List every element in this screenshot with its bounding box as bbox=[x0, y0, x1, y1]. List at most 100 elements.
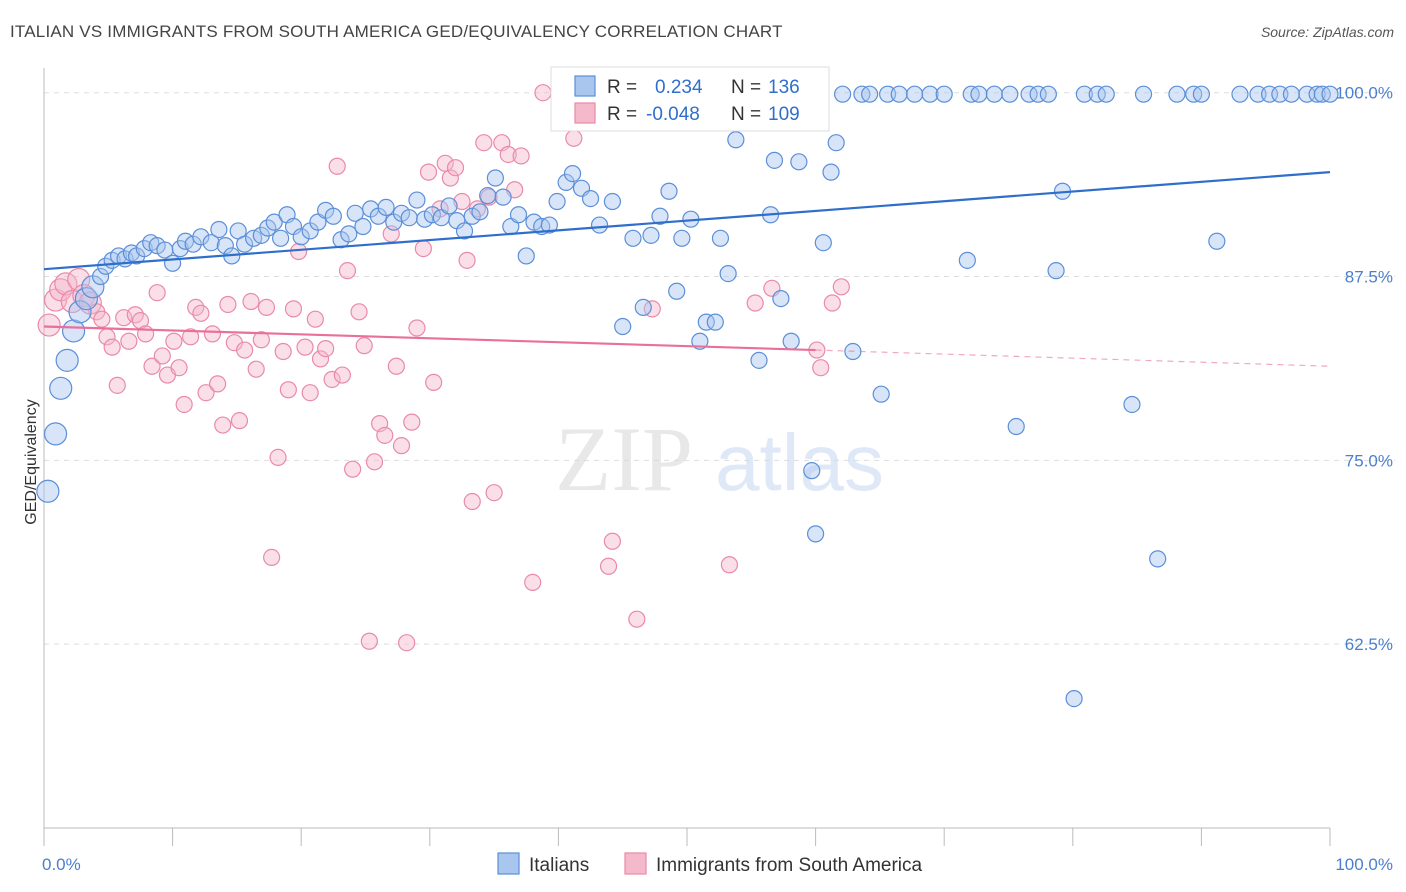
data-point bbox=[259, 219, 277, 237]
data-point bbox=[209, 375, 227, 393]
data-point bbox=[37, 313, 61, 337]
data-point bbox=[642, 226, 660, 244]
data-point bbox=[512, 147, 530, 165]
data-point bbox=[958, 251, 976, 269]
data-point bbox=[346, 204, 364, 222]
data-point bbox=[400, 209, 418, 227]
data-point bbox=[252, 331, 270, 349]
data-point bbox=[203, 325, 222, 343]
data-point bbox=[1123, 395, 1141, 414]
data-point bbox=[440, 197, 458, 215]
data-point bbox=[668, 282, 686, 300]
bottom-legend-label-immigrants: Immigrants from South America bbox=[656, 855, 923, 876]
data-point bbox=[581, 189, 600, 208]
data-point bbox=[660, 182, 678, 200]
data-point bbox=[803, 462, 821, 480]
legend-n-label-1: N = bbox=[731, 77, 761, 98]
data-point bbox=[202, 234, 220, 252]
y-tick-label: 62.5% bbox=[1345, 635, 1393, 654]
data-point bbox=[376, 426, 394, 444]
data-point bbox=[540, 216, 558, 234]
data-point bbox=[603, 532, 622, 550]
data-point bbox=[338, 262, 357, 280]
data-point bbox=[274, 342, 292, 361]
data-point bbox=[68, 300, 92, 324]
data-point bbox=[1075, 85, 1093, 103]
data-point bbox=[61, 319, 86, 343]
data-point bbox=[317, 339, 335, 358]
data-point bbox=[55, 348, 79, 372]
legend-n-label-2: N = bbox=[731, 104, 761, 125]
data-point bbox=[935, 85, 953, 103]
data-point bbox=[120, 332, 138, 350]
data-point bbox=[360, 632, 378, 650]
data-point bbox=[301, 384, 319, 402]
data-point bbox=[1192, 85, 1211, 103]
data-point bbox=[1065, 689, 1083, 708]
data-point bbox=[91, 267, 110, 286]
bottom-legend: Italians Immigrants from South America bbox=[497, 852, 923, 876]
data-point bbox=[1208, 232, 1226, 250]
data-point bbox=[1047, 262, 1065, 280]
data-point bbox=[517, 247, 535, 265]
trendline-immigrants bbox=[43, 325, 816, 352]
data-point bbox=[719, 264, 737, 283]
data-point bbox=[720, 556, 739, 574]
source-label: Source: ZipAtlas.com bbox=[1260, 24, 1394, 40]
data-point bbox=[350, 303, 368, 321]
data-point bbox=[43, 422, 68, 446]
data-point bbox=[247, 360, 265, 378]
data-point bbox=[398, 634, 416, 652]
data-point bbox=[340, 225, 358, 243]
data-point bbox=[242, 292, 260, 311]
data-point bbox=[765, 151, 784, 169]
data-point bbox=[499, 145, 517, 164]
x-tick-label: 100.0% bbox=[1335, 855, 1393, 874]
legend-swatch-italians bbox=[574, 75, 596, 97]
data-point bbox=[834, 85, 852, 103]
data-point bbox=[170, 359, 188, 377]
data-point bbox=[782, 332, 800, 350]
data-point bbox=[565, 129, 583, 147]
data-point bbox=[1168, 85, 1186, 103]
legend-n-value-1: 136 bbox=[768, 77, 800, 98]
tick-labels: 62.5% 75.0% 87.5% 100.0% 0.0% 100.0% bbox=[42, 84, 1393, 874]
data-point bbox=[812, 359, 830, 377]
axes bbox=[43, 68, 1331, 846]
data-point bbox=[906, 85, 924, 103]
data-point bbox=[1308, 85, 1326, 103]
data-point bbox=[624, 229, 642, 247]
data-point bbox=[408, 319, 426, 337]
data-point bbox=[1282, 85, 1301, 103]
data-point bbox=[306, 310, 324, 328]
data-point bbox=[1231, 85, 1249, 103]
data-point bbox=[446, 159, 465, 177]
data-point bbox=[419, 163, 438, 181]
legend-r-value-1: 0.234 bbox=[655, 77, 703, 98]
legend-swatch-immigrants bbox=[574, 102, 596, 124]
data-point bbox=[673, 229, 691, 247]
data-point bbox=[153, 347, 171, 365]
data-point bbox=[691, 332, 709, 350]
data-point bbox=[148, 284, 166, 302]
data-point bbox=[230, 412, 249, 430]
data-point bbox=[1039, 85, 1057, 103]
data-point bbox=[711, 229, 730, 247]
data-point bbox=[108, 376, 126, 394]
chart-title: ITALIAN VS IMMIGRANTS FROM SOUTH AMERICA… bbox=[10, 22, 783, 41]
data-point bbox=[49, 376, 73, 400]
data-point bbox=[872, 385, 890, 403]
data-point bbox=[970, 85, 988, 103]
data-point bbox=[1321, 85, 1339, 103]
trendline-italians bbox=[43, 171, 1331, 271]
data-point bbox=[628, 610, 646, 628]
data-point bbox=[1007, 417, 1025, 436]
data-point bbox=[328, 157, 346, 175]
data-point bbox=[1020, 85, 1038, 103]
data-point bbox=[122, 244, 141, 262]
data-point bbox=[290, 242, 308, 261]
data-point bbox=[93, 310, 111, 328]
data-point bbox=[441, 169, 459, 187]
data-point bbox=[408, 191, 426, 209]
